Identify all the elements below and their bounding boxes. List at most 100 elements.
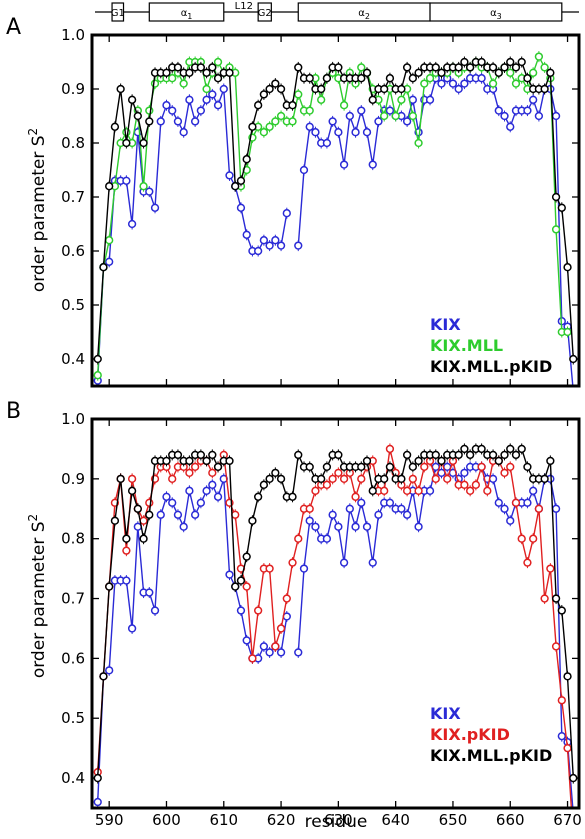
data-point-kix bbox=[282, 209, 291, 218]
data-point-kix bbox=[156, 510, 165, 519]
data-point-kix-mll bbox=[145, 106, 154, 115]
data-point-kix bbox=[425, 486, 435, 495]
data-point-kix-mll-pkid bbox=[357, 74, 366, 83]
data-point-kix-mll-pkid bbox=[402, 63, 412, 72]
data-point-kix-mll-pkid bbox=[488, 450, 498, 460]
data-point-kix-pkid bbox=[242, 582, 251, 591]
data-point-kix bbox=[322, 138, 332, 148]
data-point-kix-mll-pkid bbox=[551, 594, 561, 603]
data-point-kix bbox=[276, 241, 286, 250]
data-point-kix-mll bbox=[511, 79, 521, 88]
data-point-kix-pkid bbox=[265, 564, 274, 573]
data-point-kix bbox=[202, 95, 211, 104]
plot-frame-b bbox=[90, 417, 581, 810]
data-point-kix-mll-pkid bbox=[408, 462, 417, 472]
data-point-kix-pkid bbox=[551, 642, 561, 651]
x-tick-label-b: 640 bbox=[381, 811, 410, 829]
data-point-kix bbox=[523, 498, 532, 507]
data-point-kix-mll-pkid bbox=[488, 63, 498, 72]
y-axis-label-b: order parameter S2 bbox=[26, 514, 49, 678]
data-point-kix-pkid bbox=[311, 486, 320, 495]
y-tick-label-b: 0.4 bbox=[61, 769, 85, 787]
data-point-kix-pkid bbox=[190, 462, 200, 472]
data-point-kix-mll-pkid bbox=[437, 456, 446, 466]
data-point-kix-mll-pkid bbox=[465, 450, 475, 460]
data-point-kix bbox=[500, 504, 509, 513]
data-point-kix bbox=[208, 90, 217, 99]
data-point-kix-mll-pkid bbox=[122, 534, 131, 543]
data-point-kix bbox=[305, 516, 314, 525]
data-point-kix bbox=[402, 510, 412, 519]
data-point-kix-mll-pkid bbox=[305, 74, 314, 83]
data-point-kix-mll-pkid bbox=[288, 492, 297, 501]
data-point-kix-mll-pkid bbox=[431, 63, 440, 72]
data-point-kix bbox=[127, 219, 137, 229]
data-point-kix bbox=[448, 79, 458, 88]
legend-entry-kix-pkid-b: KIX.pKID bbox=[430, 725, 510, 744]
data-point-kix-mll-pkid bbox=[368, 95, 377, 104]
data-point-kix-mll bbox=[288, 117, 297, 126]
data-point-kix-mll-pkid bbox=[305, 462, 314, 472]
data-point-kix bbox=[494, 498, 503, 507]
data-point-kix-pkid bbox=[408, 474, 417, 483]
data-point-kix-mll-pkid bbox=[477, 444, 486, 454]
data-point-kix-mll-pkid bbox=[208, 450, 217, 460]
ss-label-0: G1 bbox=[111, 8, 125, 19]
y-tick-label-a: 1.0 bbox=[61, 26, 85, 44]
data-point-kix-mll-pkid bbox=[93, 354, 102, 364]
data-point-kix-pkid bbox=[122, 546, 131, 555]
data-point-kix bbox=[127, 624, 137, 633]
data-point-kix-mll-pkid bbox=[202, 456, 211, 466]
data-point-kix-pkid bbox=[351, 492, 360, 501]
data-point-kix-mll-pkid bbox=[362, 456, 372, 466]
panel-a-chart: 0.4 0.5 0.6 0.7 0.8 0.9 1.0 bbox=[61, 26, 581, 388]
data-point-kix-mll-pkid bbox=[242, 155, 251, 164]
data-point-kix bbox=[294, 241, 303, 250]
data-point-kix-pkid bbox=[288, 558, 297, 567]
data-point-kix bbox=[265, 241, 274, 250]
x-tick-label-b: 660 bbox=[496, 811, 525, 829]
data-point-kix-mll-pkid bbox=[397, 474, 406, 483]
data-point-kix bbox=[334, 522, 343, 531]
data-point-kix-pkid bbox=[460, 480, 469, 489]
data-point-kix bbox=[265, 648, 274, 657]
data-point-kix-mll bbox=[139, 182, 148, 191]
data-point-kix bbox=[506, 122, 515, 131]
data-point-kix-mll-pkid bbox=[437, 68, 446, 77]
data-point-kix-mll-pkid bbox=[208, 63, 217, 72]
y-tick-label-b: 0.7 bbox=[61, 590, 85, 608]
y-tick-label-a: 0.7 bbox=[61, 188, 85, 206]
data-point-kix bbox=[219, 84, 228, 94]
plot-area-b bbox=[93, 443, 578, 808]
x-tick-label-b: 670 bbox=[553, 811, 582, 829]
data-point-kix-mll-pkid bbox=[523, 462, 532, 472]
data-point-kix bbox=[534, 111, 544, 121]
data-point-kix-mll-pkid bbox=[133, 111, 142, 121]
data-point-kix-mll-pkid bbox=[523, 74, 532, 83]
ss-box-5 bbox=[429, 2, 563, 22]
data-point-kix-mll-pkid bbox=[454, 450, 463, 460]
data-point-kix-pkid bbox=[414, 486, 423, 495]
x-tick-label-b: 600 bbox=[152, 811, 181, 829]
data-point-kix-mll-pkid bbox=[173, 63, 183, 72]
ss-box-3 bbox=[257, 2, 272, 22]
data-point-kix bbox=[374, 510, 383, 519]
data-point-kix-mll-pkid bbox=[408, 74, 417, 83]
data-point-kix-mll-pkid bbox=[196, 63, 206, 72]
data-point-kix bbox=[339, 160, 349, 169]
data-point-kix-pkid bbox=[380, 486, 389, 495]
data-point-kix-pkid bbox=[477, 462, 486, 472]
data-point-kix bbox=[523, 106, 532, 115]
y-tick-label-b: 0.9 bbox=[61, 470, 85, 488]
data-point-kix bbox=[145, 187, 154, 196]
legend-b: KIX KIX.pKID KIX.MLL.pKID bbox=[430, 704, 552, 765]
data-point-kix bbox=[500, 111, 509, 121]
ss-label-2: L12 bbox=[235, 1, 253, 12]
data-point-kix-mll-pkid bbox=[259, 90, 269, 99]
data-point-kix bbox=[551, 504, 561, 513]
data-point-kix bbox=[414, 522, 423, 531]
data-point-kix bbox=[299, 165, 309, 175]
plot-area-a bbox=[93, 51, 578, 386]
data-point-kix bbox=[179, 522, 188, 531]
x-tick-label-b: 620 bbox=[267, 811, 296, 829]
